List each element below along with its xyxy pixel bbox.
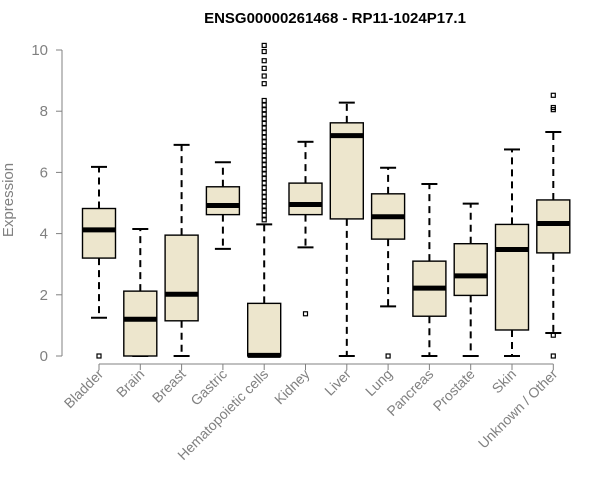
outlier-point bbox=[261, 73, 267, 79]
iqr-box bbox=[81, 207, 117, 259]
box-hematopoietic-cells bbox=[246, 42, 282, 358]
outlier-point bbox=[261, 212, 267, 218]
x-tick-label: Kidney bbox=[271, 366, 313, 408]
outlier-point bbox=[385, 353, 391, 359]
chart-title: ENSG00000261468 - RP11-1024P17.1 bbox=[204, 10, 466, 27]
outlier-point bbox=[261, 97, 267, 104]
outlier-point bbox=[261, 134, 267, 140]
outlier-point bbox=[261, 125, 267, 131]
outlier-point bbox=[261, 111, 267, 117]
box-kidney bbox=[288, 140, 323, 317]
outlier-point bbox=[96, 353, 102, 359]
x-tick-label: Breast bbox=[149, 366, 189, 406]
outlier-point bbox=[261, 102, 267, 108]
outlier-point bbox=[261, 166, 267, 172]
outlier-point bbox=[261, 171, 267, 177]
outlier-point bbox=[550, 353, 556, 359]
x-tick-label: Liver bbox=[321, 366, 354, 399]
outlier-point bbox=[261, 143, 267, 149]
iqr-box bbox=[494, 223, 530, 331]
outlier-point bbox=[261, 208, 267, 214]
box-lung bbox=[370, 166, 406, 359]
y-tick-label: 10 bbox=[31, 42, 48, 59]
box-gastric bbox=[205, 161, 241, 250]
x-tick-label: Bladder bbox=[61, 366, 107, 412]
x-tick-label: Brain bbox=[113, 366, 147, 400]
outlier-point bbox=[261, 120, 267, 127]
y-tick-label: 4 bbox=[40, 226, 48, 243]
outlier-point bbox=[261, 130, 267, 136]
box-liver bbox=[329, 101, 364, 357]
y-axis: 0 2 4 6 8 10 bbox=[31, 42, 63, 365]
iqr-box bbox=[164, 234, 199, 322]
outlier-point bbox=[550, 332, 556, 338]
y-tick-label: 0 bbox=[40, 348, 48, 365]
outlier-point bbox=[261, 116, 267, 122]
box-brain bbox=[123, 228, 158, 357]
outlier-point bbox=[302, 311, 309, 317]
outlier-point bbox=[261, 198, 267, 205]
outlier-point bbox=[261, 217, 267, 223]
outlier-point bbox=[261, 148, 267, 154]
outlier-point bbox=[261, 180, 267, 186]
iqr-box bbox=[246, 302, 282, 357]
iqr-box bbox=[288, 182, 323, 216]
outlier-point bbox=[261, 65, 267, 71]
outlier-point bbox=[261, 194, 267, 200]
outlier-point bbox=[261, 81, 267, 87]
outlier-point bbox=[261, 58, 267, 64]
iqr-box bbox=[329, 122, 364, 220]
y-tick-label: 8 bbox=[40, 103, 48, 120]
iqr-box bbox=[453, 242, 488, 297]
outlier-point bbox=[550, 104, 556, 111]
box-pancreas bbox=[412, 183, 447, 357]
outlier-point bbox=[261, 107, 267, 113]
outlier-point bbox=[550, 92, 556, 98]
x-tick-label: Skin bbox=[489, 366, 520, 397]
outlier-point bbox=[261, 189, 267, 195]
y-tick-label: 2 bbox=[40, 287, 48, 304]
outlier-point bbox=[261, 157, 267, 163]
iqr-box bbox=[205, 186, 241, 216]
y-axis-label: Expression bbox=[0, 163, 17, 237]
outlier-point bbox=[261, 185, 267, 191]
outlier-point bbox=[261, 152, 267, 159]
outlier-point bbox=[261, 203, 267, 209]
outlier-point bbox=[261, 162, 267, 168]
outlier-point bbox=[261, 175, 267, 182]
x-tick-label: Prostate bbox=[430, 366, 478, 414]
iqr-box bbox=[123, 290, 158, 357]
plot-area bbox=[81, 42, 571, 359]
box-skin bbox=[494, 148, 530, 357]
x-tick-label: Lung bbox=[362, 366, 395, 399]
outlier-point bbox=[261, 42, 267, 49]
y-tick-label: 6 bbox=[40, 164, 48, 181]
iqr-box bbox=[536, 199, 571, 254]
box-bladder bbox=[81, 165, 117, 359]
outlier-point bbox=[261, 48, 267, 55]
outlier-point bbox=[261, 139, 267, 145]
box-breast bbox=[164, 143, 199, 357]
box-unknown-other bbox=[536, 92, 571, 359]
box-prostate bbox=[453, 202, 488, 357]
